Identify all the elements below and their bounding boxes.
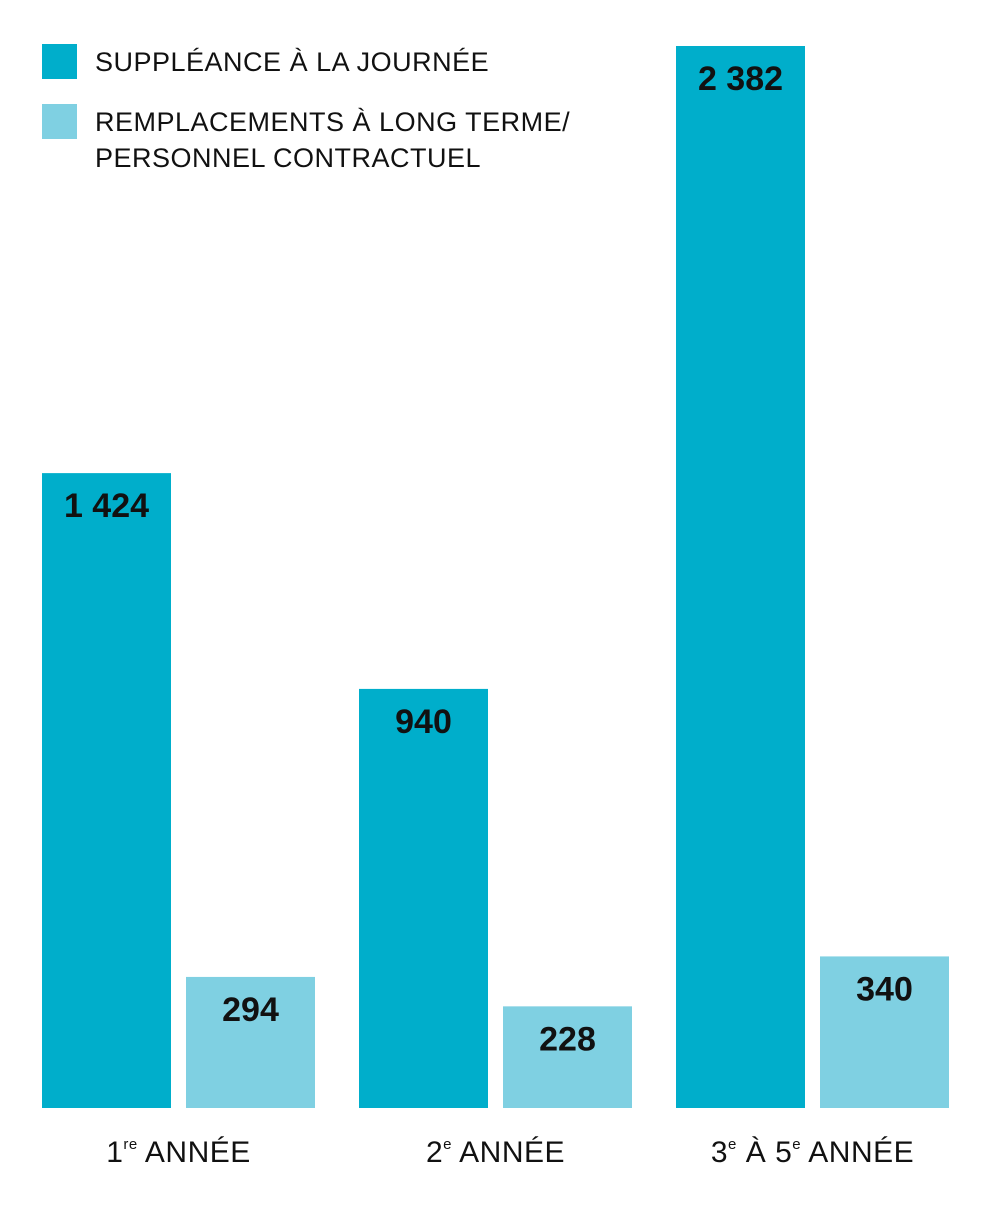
- data-label-daily-3: 2 382: [698, 60, 783, 98]
- data-label-long-term-1: 294: [222, 991, 279, 1029]
- bar-daily-3: [676, 46, 805, 1108]
- legend-swatch-daily: [42, 44, 77, 79]
- bar-daily-2: [359, 688, 488, 1108]
- data-label-daily-2: 940: [395, 703, 452, 741]
- category-label-1: 1re ANNÉE: [106, 1136, 251, 1169]
- data-label-daily-1: 1 424: [64, 487, 149, 525]
- bar-daily-1: [42, 473, 171, 1108]
- legend-item-long-term: REMPLACEMENTS À LONG TERME/ PERSONNEL CO…: [42, 104, 575, 176]
- bar-long-term-1: [186, 976, 315, 1108]
- legend-swatch-long-term: [42, 104, 77, 139]
- category-label-3: 3e À 5e ANNÉE: [710, 1136, 915, 1169]
- data-label-long-term-2: 228: [539, 1020, 596, 1058]
- bar-long-term-2: [503, 1006, 632, 1108]
- legend: SUPPLÉANCE À LA JOURNÉE REMPLACEMENTS À …: [42, 44, 575, 200]
- legend-label-daily: SUPPLÉANCE À LA JOURNÉE: [95, 47, 490, 77]
- bar-long-term-3: [820, 956, 949, 1108]
- legend-item-daily: SUPPLÉANCE À LA JOURNÉE: [42, 44, 575, 80]
- legend-label-long-term: REMPLACEMENTS À LONG TERME/ PERSONNEL CO…: [95, 107, 571, 173]
- category-label-2: 2e ANNÉE: [425, 1136, 566, 1169]
- data-label-long-term-3: 340: [856, 970, 913, 1008]
